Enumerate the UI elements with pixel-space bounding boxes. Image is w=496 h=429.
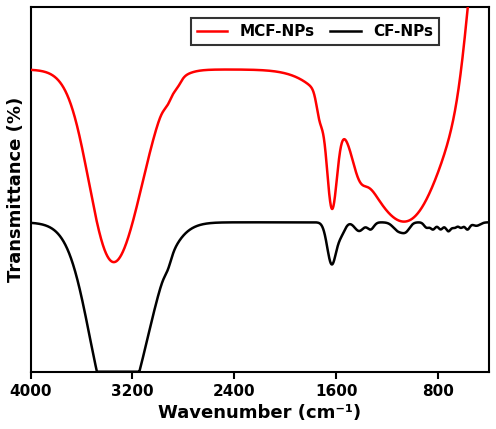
CF-NPs [94,369,100,374]
MCF-NPs [111,260,117,265]
CF-NPs [486,220,492,225]
MCF-NPs [326,187,332,192]
MCF-NPs [405,218,411,224]
MCF-NPs [27,67,33,73]
Line: CF-NPs: CF-NPs [30,222,489,372]
MCF-NPs [370,189,375,194]
MCF-NPs [203,67,209,73]
MCF-NPs [303,80,309,85]
CF-NPs [111,369,117,374]
CF-NPs [203,221,209,226]
CF-NPs [370,225,376,230]
CF-NPs [299,220,305,225]
Line: MCF-NPs: MCF-NPs [30,0,489,262]
CF-NPs [303,220,309,225]
X-axis label: Wavenumber (cm⁻¹): Wavenumber (cm⁻¹) [158,404,362,422]
CF-NPs [27,220,33,225]
Legend: MCF-NPs, CF-NPs: MCF-NPs, CF-NPs [191,18,439,45]
MCF-NPs [111,260,117,265]
CF-NPs [326,254,332,259]
CF-NPs [405,228,411,233]
Y-axis label: Transmittance (%): Transmittance (%) [7,97,25,282]
